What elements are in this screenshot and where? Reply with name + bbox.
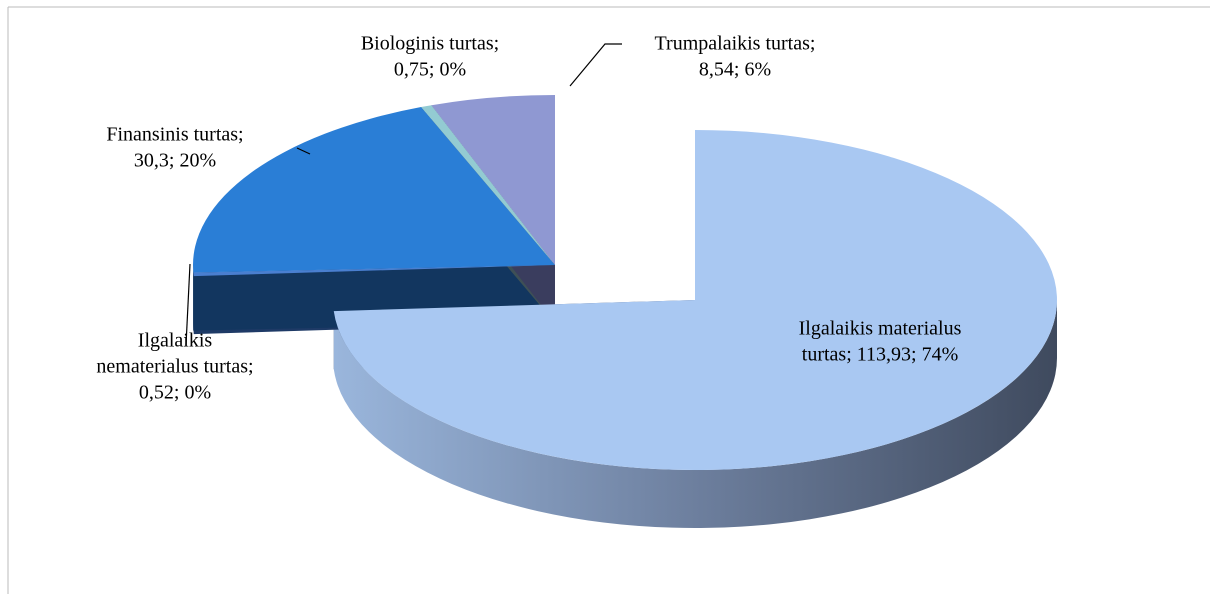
data-label: 8,54; 6% [699,59,771,81]
leader-line [185,263,191,346]
data-label: Finansinis turtas; [106,124,243,146]
slice [333,130,1058,470]
data-label: Ilgalaikis [138,330,213,352]
data-label: Biologinis turtas; [361,33,499,55]
slice [421,105,555,265]
data-label: 0,75; 0% [394,59,466,81]
data-label: nematerialus turtas; [96,356,253,378]
slice [193,107,555,273]
slice [193,265,555,277]
data-label: 0,52; 0% [139,382,211,404]
pie [193,95,1058,529]
data-label: 30,3; 20% [134,150,216,172]
labels: Ilgalaikis materialus turtas; 113,93; 74%… [96,33,961,404]
data-label: turtas; 113,93; 74% [802,344,958,366]
slice [431,95,555,265]
data-label: Trumpalaikis turtas; [655,33,816,55]
leader-line [569,43,622,87]
data-label: Ilgalaikis materialus [799,318,962,340]
slice-wall [333,300,1058,529]
leader-line [296,147,311,155]
